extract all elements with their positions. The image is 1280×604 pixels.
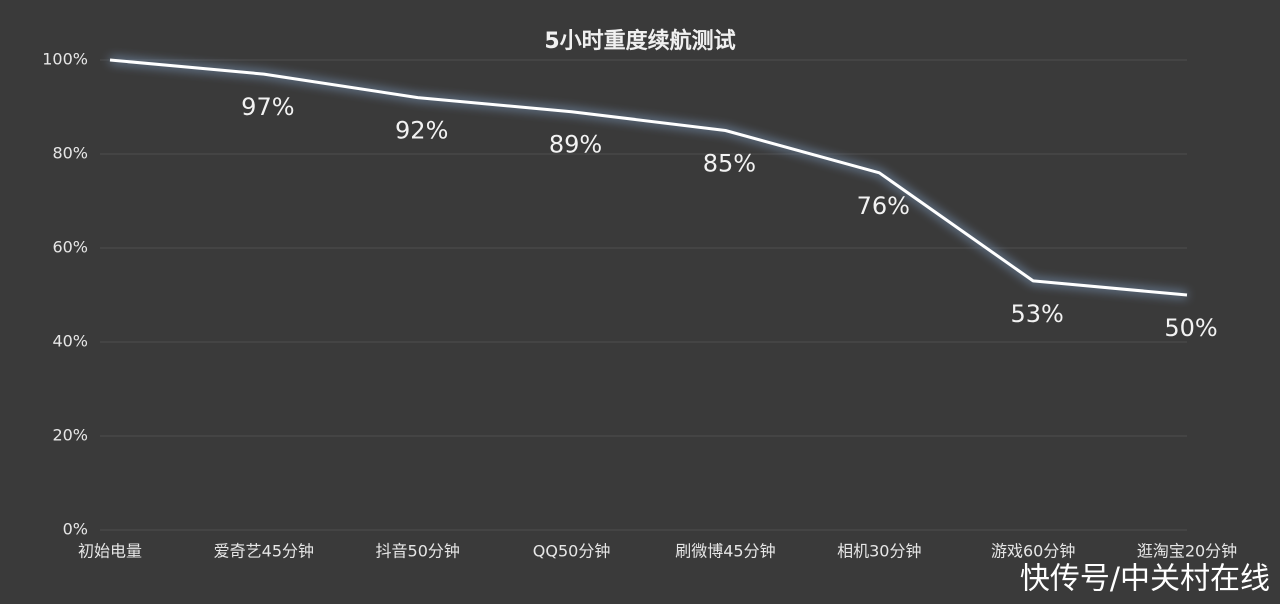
- data-label: 97%: [241, 93, 294, 121]
- chart-title: 5小时重度续航测试: [544, 28, 735, 54]
- x-tick-label: QQ50分钟: [533, 542, 611, 561]
- x-tick-label: 抖音50分钟: [376, 542, 460, 561]
- y-tick-label: 0%: [63, 520, 88, 539]
- data-label: 92%: [395, 117, 448, 145]
- data-label: 53%: [1010, 300, 1063, 328]
- y-tick-label: 40%: [52, 332, 88, 351]
- x-tick-label: 游戏60分钟: [991, 542, 1075, 561]
- y-tick-label: 80%: [52, 144, 88, 163]
- x-tick-label: 逛淘宝20分钟: [1137, 542, 1237, 561]
- x-tick-label: 初始电量: [78, 542, 142, 561]
- x-tick-label: 爱奇艺45分钟: [214, 542, 314, 561]
- x-tick-label: 刷微博45分钟: [675, 542, 775, 561]
- y-tick-label: 20%: [52, 426, 88, 445]
- x-tick-label: 相机30分钟: [837, 542, 921, 561]
- watermark: 快传号/中关村在线: [1020, 562, 1270, 597]
- y-tick-label: 100%: [42, 50, 88, 69]
- data-label: 85%: [703, 150, 756, 178]
- data-label: 50%: [1164, 314, 1217, 342]
- data-label: 89%: [549, 131, 602, 159]
- y-tick-label: 60%: [52, 238, 88, 257]
- line: [109, 58, 1188, 297]
- data-label: 76%: [857, 192, 910, 220]
